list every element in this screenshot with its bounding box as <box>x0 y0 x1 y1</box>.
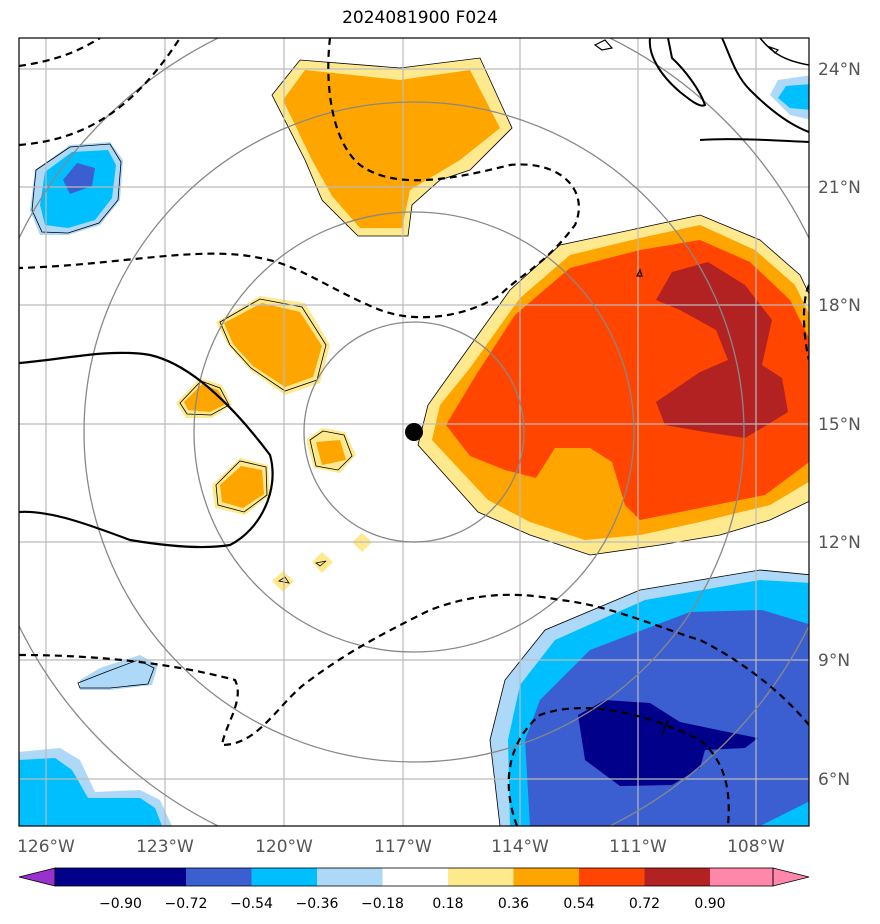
dashed-contour <box>19 593 809 747</box>
colorbar-segment <box>317 868 383 886</box>
colorbar: −0.90 −0.72 −0.54 −0.36 −0.18 0.18 0.36 … <box>18 867 810 912</box>
coastline-mexico <box>759 38 809 66</box>
coastlines <box>593 38 809 143</box>
colorbar-tick-label: 0.36 <box>498 896 529 912</box>
range-ring-1 <box>303 321 525 543</box>
dashed-contour <box>19 38 101 68</box>
latitude-label: 18°N <box>818 296 861 316</box>
colorbar-segment <box>644 868 710 886</box>
range-ring-2 <box>193 211 635 653</box>
colorbar-segment <box>710 868 773 886</box>
latitude-label: 15°N <box>818 415 861 435</box>
colorbar-segment <box>55 868 121 886</box>
dashed-contour <box>802 284 809 361</box>
map-title: 2024081900 F024 <box>342 8 498 28</box>
graticule <box>19 38 809 826</box>
range-ring-3 <box>83 101 745 763</box>
colorbar-tick-label: −0.90 <box>99 896 142 912</box>
solid-contour <box>661 719 669 736</box>
colorbar-extend-low <box>18 867 56 887</box>
latitude-axis: 24°N 21°N 18°N 15°N 12°N 9°N 6°N <box>818 60 861 790</box>
colorbar-tick-label: 0.72 <box>629 896 660 912</box>
map-area <box>19 38 809 826</box>
negative-anomaly-region-southeast <box>489 569 809 826</box>
latitude-label: 24°N <box>818 60 861 80</box>
longitude-label: 126°W <box>17 837 75 857</box>
colorbar-segment <box>382 868 448 886</box>
coastline-baja <box>648 38 707 107</box>
longitude-label: 120°W <box>255 837 313 857</box>
dashed-contour <box>19 38 580 319</box>
latitude-label: 12°N <box>818 533 861 553</box>
dashed-contour <box>19 38 181 147</box>
dashed-contour <box>507 707 730 826</box>
colorbar-tick-label: −0.18 <box>361 896 404 912</box>
positive-anomaly-small-blobs <box>176 296 372 592</box>
colorbar-segment <box>448 868 514 886</box>
longitude-label: 108°W <box>727 837 785 857</box>
colorbar-segment <box>251 868 317 886</box>
longitude-label: 114°W <box>491 837 549 857</box>
colorbar-segment <box>120 868 186 886</box>
negative-anomaly-region-northwest <box>19 75 809 826</box>
latitude-label: 21°N <box>818 178 861 198</box>
map-frame <box>18 37 810 827</box>
colorbar-segment <box>186 868 252 886</box>
colorbar-tick-label: 0.18 <box>432 896 463 912</box>
coastline-island <box>593 39 614 51</box>
colorbar-tick-label: −0.36 <box>296 896 339 912</box>
colorbar-tick-label: −0.72 <box>165 896 208 912</box>
colorbar-tick-label: −0.54 <box>230 896 273 912</box>
storm-center-marker <box>405 423 423 441</box>
latitude-label: 9°N <box>818 651 850 671</box>
positive-anomaly-region-east <box>417 214 809 556</box>
latitude-label: 6°N <box>818 770 850 790</box>
colorbar-extend-high <box>772 867 810 887</box>
colorbar-segment <box>579 868 645 886</box>
solid-contour <box>19 351 274 549</box>
contours <box>19 38 809 826</box>
longitude-label: 117°W <box>374 837 432 857</box>
longitude-axis: 126°W 123°W 120°W 117°W 114°W 111°W 108°… <box>17 837 785 857</box>
solid-contour <box>636 268 643 277</box>
colorbar-tick-label: 0.90 <box>694 896 725 912</box>
range-rings <box>19 38 809 826</box>
colorbar-segment <box>513 868 579 886</box>
longitude-label: 123°W <box>136 837 194 857</box>
longitude-label: 111°W <box>609 837 667 857</box>
colorbar-tick-label: 0.54 <box>563 896 594 912</box>
coastline-island <box>768 45 780 54</box>
coastline-mexico <box>721 38 809 133</box>
